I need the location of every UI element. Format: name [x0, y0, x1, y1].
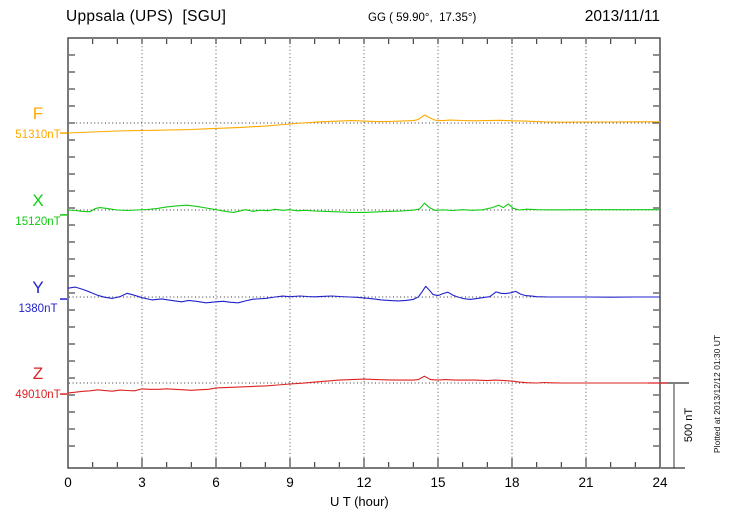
- curve-X: [67, 202, 660, 213]
- geographic-coordinates: GG ( 59.90°, 17.35°): [368, 12, 477, 24]
- x-tick-label-3: 3: [138, 475, 146, 490]
- x-tick-label-24: 24: [652, 475, 668, 490]
- x-tick-label-6: 6: [212, 475, 220, 490]
- component-value-F: 51310nT: [15, 129, 61, 141]
- x-axis-label: U T (hour): [330, 494, 389, 509]
- x-tick-label-0: 0: [64, 475, 72, 490]
- x-tick-label-9: 9: [286, 475, 294, 490]
- component-value-Y: 1380nT: [18, 303, 58, 315]
- component-label-Y: Y: [32, 278, 44, 297]
- station-title: Uppsala (UPS) [SGU]: [66, 8, 227, 25]
- curve-Z: [67, 375, 660, 394]
- x-tick-label-18: 18: [504, 475, 520, 490]
- plotted-timestamp-note: Plotted at 2013/12/12 01:30 UT: [712, 334, 722, 454]
- component-label-F: F: [32, 104, 44, 123]
- x-tick-label-21: 21: [578, 475, 594, 490]
- plot-date: 2013/11/11: [584, 8, 660, 25]
- component-value-Z: 49010nT: [15, 389, 61, 401]
- curve-Y: [67, 285, 660, 304]
- curve-F: [67, 114, 660, 134]
- x-tick-label-15: 15: [430, 475, 446, 490]
- component-label-X: X: [32, 191, 44, 210]
- plot-frame: [67, 37, 661, 469]
- component-value-X: 15120nT: [15, 216, 61, 228]
- x-tick-label-12: 12: [356, 475, 372, 490]
- scale-bar-label: 500 nT: [683, 407, 695, 443]
- component-label-Z: Z: [32, 364, 44, 383]
